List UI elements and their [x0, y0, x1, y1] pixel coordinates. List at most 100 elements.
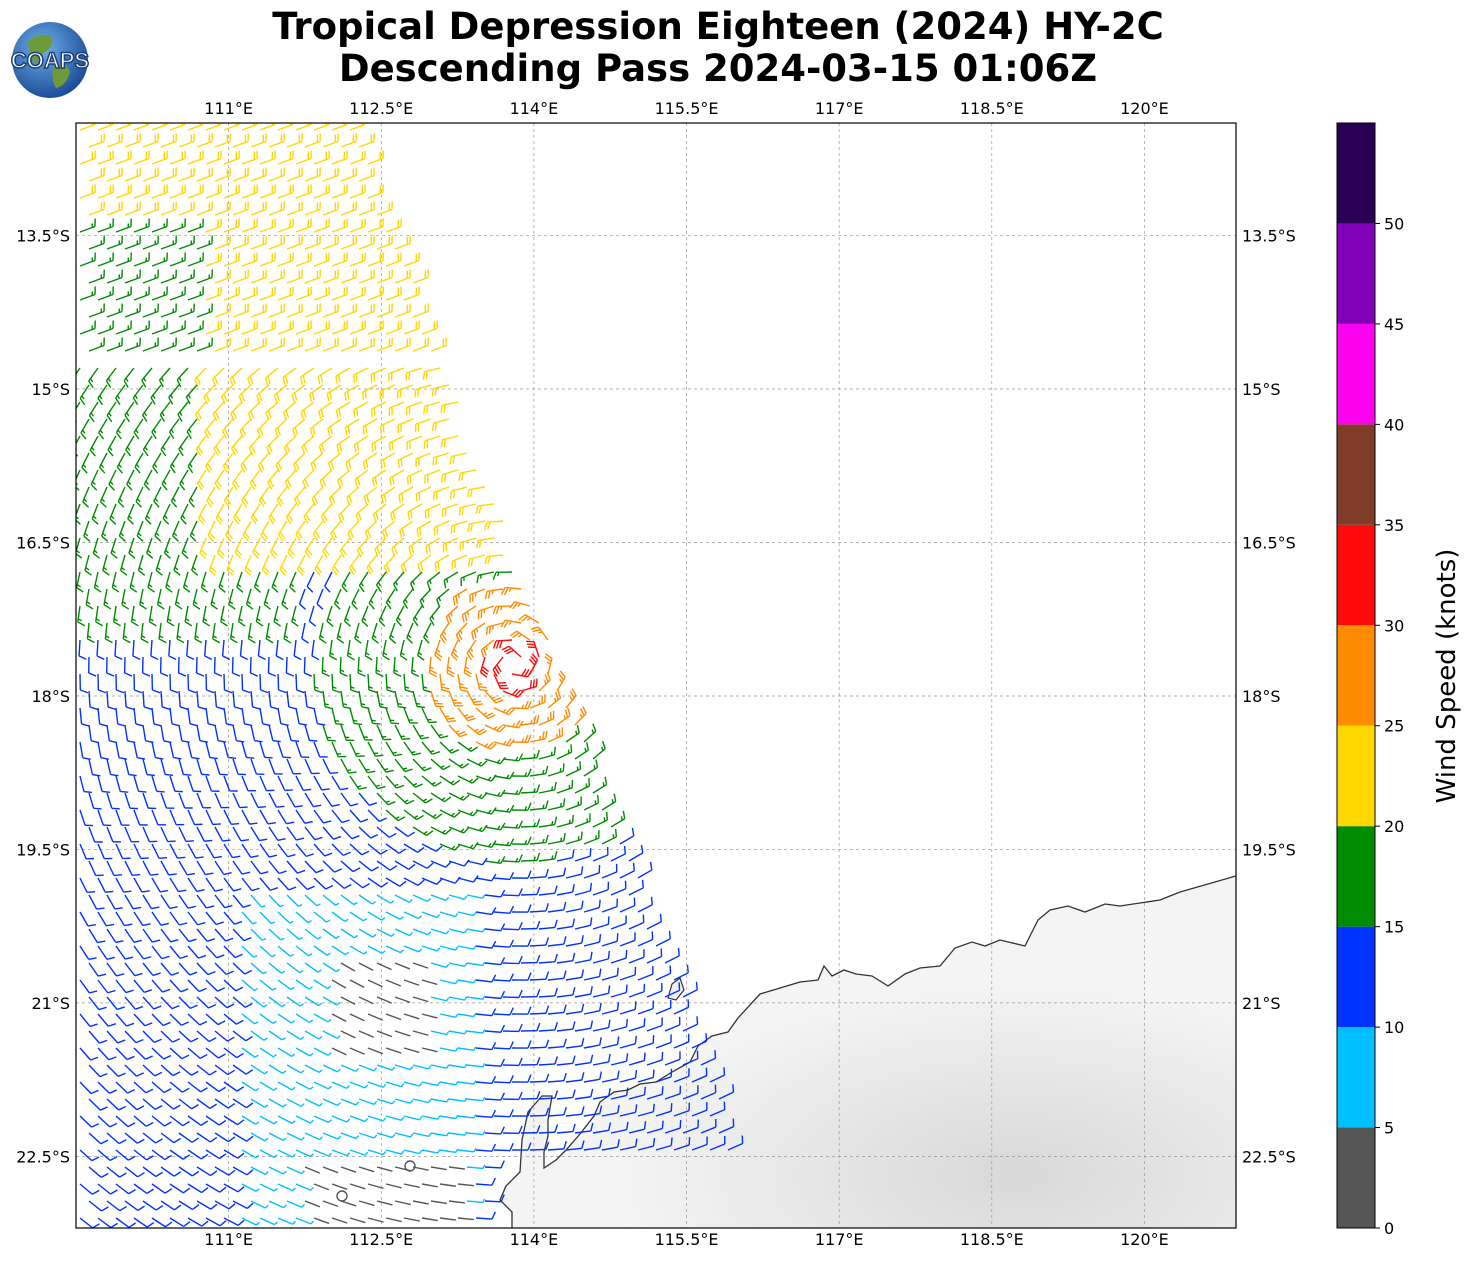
- wind-barb: [275, 639, 284, 661]
- wind-barb: [214, 201, 231, 216]
- wind-barb: [318, 622, 327, 644]
- wind-barb: [187, 184, 204, 199]
- wind-barb: [565, 1072, 585, 1083]
- wind-barb: [349, 741, 365, 758]
- wind-barb: [259, 1013, 277, 1024]
- wind-barb: [124, 1132, 145, 1144]
- wind-barb: [295, 809, 313, 825]
- wind-barb: [655, 965, 672, 981]
- wind-barb: [259, 286, 276, 301]
- wind-barb: [169, 707, 180, 727]
- wind-barb: [349, 1115, 369, 1123]
- wind-barb: [466, 1164, 486, 1170]
- wind-barb: [304, 758, 320, 775]
- wind-barb: [169, 1217, 191, 1228]
- wind-barb: [403, 252, 420, 267]
- wind-barb: [250, 1064, 269, 1075]
- wind-barb: [106, 337, 123, 352]
- wind-barb: [214, 1200, 236, 1210]
- wind-barb: [484, 1194, 505, 1203]
- wind-barb: [322, 235, 339, 250]
- wind-barb: [304, 1166, 321, 1174]
- wind-barb: [322, 1132, 342, 1140]
- wind-barb: [501, 645, 522, 658]
- wind-barb: [475, 1109, 497, 1119]
- wind-barb: [196, 1030, 217, 1043]
- colorbar-segment: [1337, 524, 1375, 626]
- wind-barb: [628, 879, 644, 896]
- wind-barb: [106, 201, 123, 216]
- wind-barb: [340, 962, 356, 972]
- wind-barb: [277, 843, 296, 858]
- wind-barb: [225, 520, 234, 542]
- wind-barb: [133, 1013, 153, 1027]
- wind-barb: [111, 571, 120, 593]
- wind-barb: [195, 656, 205, 677]
- wind-barb: [249, 469, 261, 490]
- wind-barb: [295, 520, 306, 542]
- wind-barb: [423, 435, 441, 449]
- wind-barb: [385, 809, 406, 822]
- wind-barb: [673, 1102, 691, 1117]
- wind-barb: [79, 741, 91, 760]
- wind-barb: [475, 840, 497, 848]
- wind-barb: [160, 792, 175, 809]
- wind-barb: [637, 896, 653, 913]
- wind-barb: [285, 656, 295, 677]
- wind-barb: [358, 1200, 375, 1207]
- wind-barb: [232, 792, 248, 809]
- wind-barb: [133, 218, 150, 233]
- wind-barb: [142, 1098, 163, 1111]
- wind-barb: [367, 218, 384, 233]
- wind-barb: [556, 1089, 576, 1100]
- wind-barb: [151, 320, 168, 335]
- wind-barb: [673, 1033, 690, 1049]
- wind-barb: [276, 486, 288, 507]
- wind-barb: [655, 930, 671, 947]
- wind-barb: [412, 269, 429, 284]
- wind-barb: [187, 252, 204, 267]
- wind-barb: [205, 741, 218, 760]
- wind-barb: [205, 707, 217, 727]
- wind-barb: [205, 286, 222, 301]
- wind-barb: [385, 1149, 405, 1155]
- wind-barb: [117, 486, 126, 508]
- wind-barb: [196, 469, 207, 491]
- wind-barb: [218, 571, 226, 593]
- wind-barb: [286, 860, 306, 874]
- wind-barb: [518, 614, 540, 624]
- wind-barb: [277, 1149, 296, 1158]
- wind-barb: [331, 1183, 348, 1190]
- wind-barb: [601, 967, 619, 981]
- wind-barb: [449, 452, 468, 465]
- wind-barb: [277, 741, 291, 759]
- wind-barb: [466, 824, 488, 833]
- wind-barb: [376, 962, 392, 971]
- wind-barb: [376, 337, 393, 352]
- lon-tick-label: 114°E: [510, 1230, 559, 1249]
- wind-barb: [601, 828, 618, 845]
- wind-barb: [142, 1166, 164, 1178]
- wind-barb: [232, 826, 250, 842]
- wind-barb: [583, 1037, 602, 1049]
- wind-barb: [187, 1081, 208, 1093]
- wind-barb: [475, 1143, 497, 1152]
- wind-barb: [241, 741, 255, 759]
- wind-barb: [205, 252, 222, 267]
- wind-barb: [178, 1132, 200, 1143]
- wind-barb: [151, 252, 168, 267]
- wind-barb: [151, 877, 169, 893]
- wind-barb: [88, 690, 98, 711]
- wind-barb: [367, 673, 377, 694]
- wind-barb: [520, 886, 541, 896]
- wind-barb: [151, 945, 170, 960]
- wind-barb: [196, 690, 207, 710]
- wind-barb: [313, 184, 330, 199]
- wind-barb: [106, 1200, 127, 1212]
- wind-barb: [286, 928, 303, 941]
- wind-barb: [664, 1085, 682, 1100]
- globe-logo-icon: COAPS: [10, 22, 90, 98]
- chart-title: Tropical Depression Eighteen (2024) HY-2…: [0, 6, 1436, 90]
- wind-barb: [115, 384, 126, 406]
